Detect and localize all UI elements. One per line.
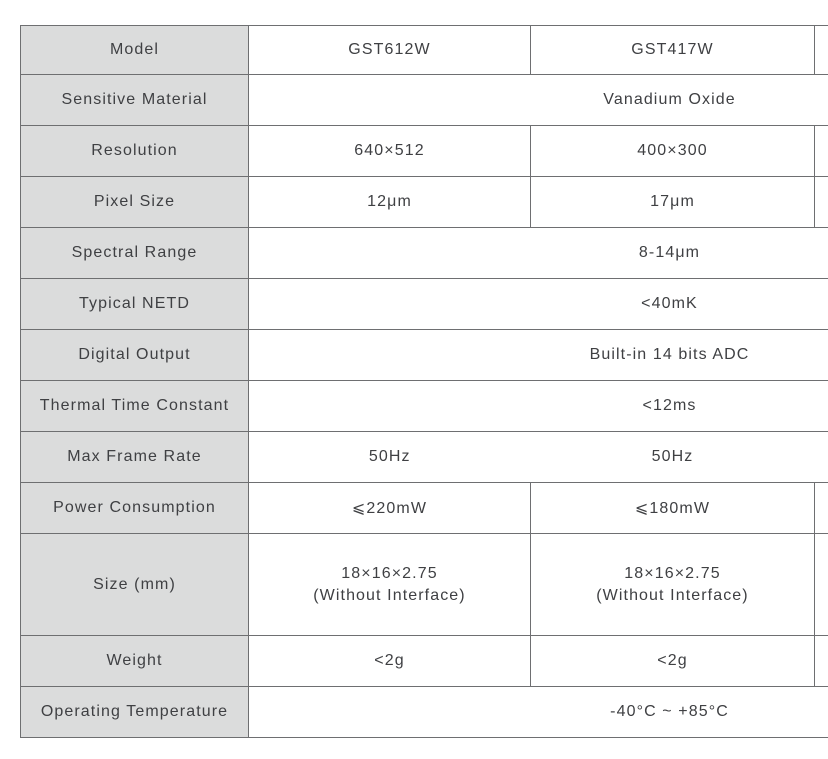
size-value-2-line2: (Without Interface): [596, 586, 749, 604]
clipped-cell: [814, 431, 828, 483]
row-spectral-range: Spectral Range 8-14μm: [20, 227, 828, 279]
digital-output-value: Built-in 14 bits ADC: [248, 329, 828, 381]
row-label-typical-netd: Typical NETD: [20, 278, 249, 330]
typical-netd-value: <40mK: [248, 278, 828, 330]
spectral-range-value: 8-14μm: [248, 227, 828, 279]
row-label-resolution: Resolution: [20, 125, 249, 177]
weight-value-2: <2g: [530, 635, 815, 687]
operating-temperature-value: -40°C ~ +85°C: [248, 686, 828, 738]
size-value-1-line2: (Without Interface): [313, 586, 466, 604]
row-operating-temperature: Operating Temperature -40°C ~ +85°C: [20, 686, 828, 738]
model-value-2: GST417W: [530, 25, 815, 75]
row-label-pixel-size: Pixel Size: [20, 176, 249, 228]
max-frame-rate-value-2: 50Hz: [530, 431, 815, 483]
row-model: Model GST612W GST417W: [20, 25, 828, 75]
row-digital-output: Digital Output Built-in 14 bits ADC: [20, 329, 828, 381]
specification-table: Model GST612W GST417W Sensitive Material…: [20, 25, 828, 738]
row-label-model: Model: [20, 25, 249, 75]
row-label-sensitive-material: Sensitive Material: [20, 74, 249, 126]
row-label-operating-temperature: Operating Temperature: [20, 686, 249, 738]
row-label-weight: Weight: [20, 635, 249, 687]
size-value-2: 18×16×2.75 (Without Interface): [530, 533, 815, 636]
row-label-thermal-time-constant: Thermal Time Constant: [20, 380, 249, 432]
pixel-size-value-2: 17μm: [530, 176, 815, 228]
row-weight: Weight <2g <2g: [20, 635, 828, 687]
size-value-1: 18×16×2.75 (Without Interface): [248, 533, 531, 636]
clipped-cell: [814, 125, 828, 177]
row-label-power-consumption: Power Consumption: [20, 482, 249, 534]
pixel-size-value-1: 12μm: [248, 176, 531, 228]
size-value-1-line1: 18×16×2.75: [341, 564, 438, 582]
row-power-consumption: Power Consumption ⩽220mW ⩽180mW: [20, 482, 828, 534]
weight-value-1: <2g: [248, 635, 531, 687]
thermal-time-constant-value: <12ms: [248, 380, 828, 432]
sensitive-material-value: Vanadium Oxide: [248, 74, 828, 126]
row-typical-netd: Typical NETD <40mK: [20, 278, 828, 330]
row-label-digital-output: Digital Output: [20, 329, 249, 381]
power-consumption-value-1: ⩽220mW: [248, 482, 531, 534]
model-value-1: GST612W: [248, 25, 531, 75]
clipped-cell: [814, 176, 828, 228]
clipped-cell: [814, 635, 828, 687]
power-consumption-value-2: ⩽180mW: [530, 482, 815, 534]
max-frame-rate-value-1: 50Hz: [248, 431, 531, 483]
clipped-cell: [814, 482, 828, 534]
row-label-spectral-range: Spectral Range: [20, 227, 249, 279]
clipped-cell: [814, 25, 828, 75]
resolution-value-2: 400×300: [530, 125, 815, 177]
row-label-size: Size (mm): [20, 533, 249, 636]
row-size: Size (mm) 18×16×2.75 (Without Interface)…: [20, 533, 828, 636]
clipped-cell: [814, 533, 828, 636]
row-resolution: Resolution 640×512 400×300: [20, 125, 828, 177]
size-value-2-line1: 18×16×2.75: [624, 564, 721, 582]
row-label-max-frame-rate: Max Frame Rate: [20, 431, 249, 483]
row-pixel-size: Pixel Size 12μm 17μm: [20, 176, 828, 228]
row-thermal-time-constant: Thermal Time Constant <12ms: [20, 380, 828, 432]
row-max-frame-rate: Max Frame Rate 50Hz 50Hz: [20, 431, 828, 483]
resolution-value-1: 640×512: [248, 125, 531, 177]
row-sensitive-material: Sensitive Material Vanadium Oxide: [20, 74, 828, 126]
